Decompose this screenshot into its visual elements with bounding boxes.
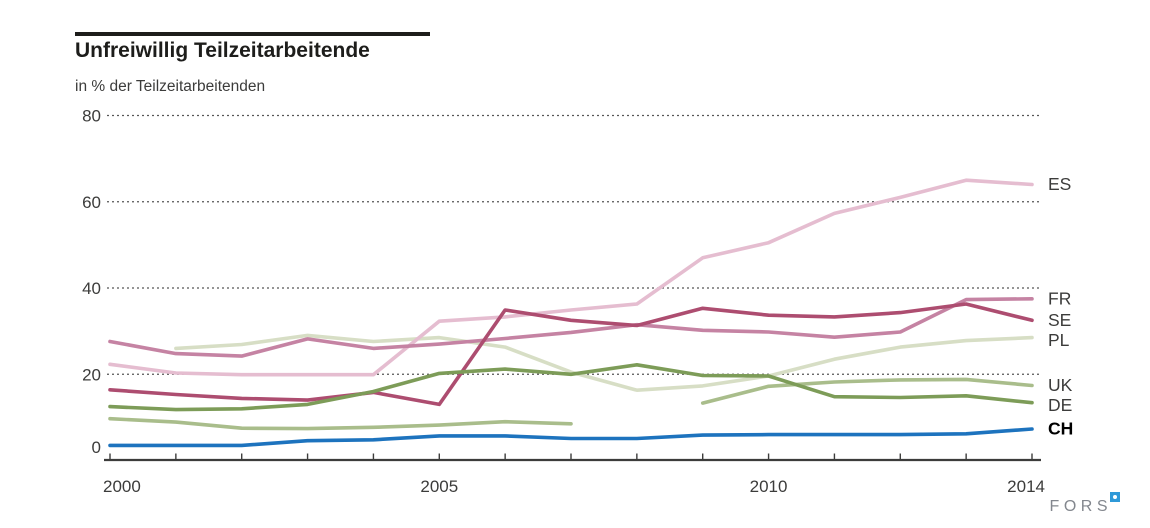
x-axis-label-2010: 2010 (750, 477, 788, 496)
series-label-PL: PL (1048, 330, 1070, 350)
series-label-UK: UK (1048, 375, 1073, 395)
x-axis-label-2014: 2014 (1007, 477, 1045, 496)
chart-subtitle: in % der Teilzeitarbeitenden (75, 78, 266, 95)
y-axis-label-20: 20 (82, 365, 101, 384)
series-line-UK (108, 416, 573, 431)
series-line-ES (108, 178, 1034, 377)
series-line-SE (108, 302, 1034, 407)
x-axis-label-2005: 2005 (420, 477, 458, 496)
y-axis-label-0: 0 (92, 438, 101, 457)
series-label-DE: DE (1048, 395, 1072, 415)
y-axis-label-40: 40 (82, 279, 101, 298)
series-line-DE (108, 362, 1034, 412)
series-line-FR (108, 296, 1034, 358)
series-line-PL (174, 333, 1034, 393)
series-label-SE: SE (1048, 310, 1071, 330)
series-label-ES: ES (1048, 174, 1071, 194)
series-line-CH (108, 427, 1034, 448)
series-label-CH: CH (1048, 419, 1073, 439)
fors-logo-text: FORS (1049, 498, 1112, 515)
series-line-UK (700, 377, 1034, 405)
y-axis-label-60: 60 (82, 193, 101, 212)
title-rule (75, 32, 430, 36)
x-axis-label-2000: 2000 (103, 477, 141, 496)
y-axis-label-80: 80 (82, 107, 101, 126)
series-label-FR: FR (1048, 288, 1071, 308)
page-title: Unfreiwillig Teilzeitarbeitende (75, 39, 370, 62)
fors-logo-square-icon (1110, 492, 1120, 502)
